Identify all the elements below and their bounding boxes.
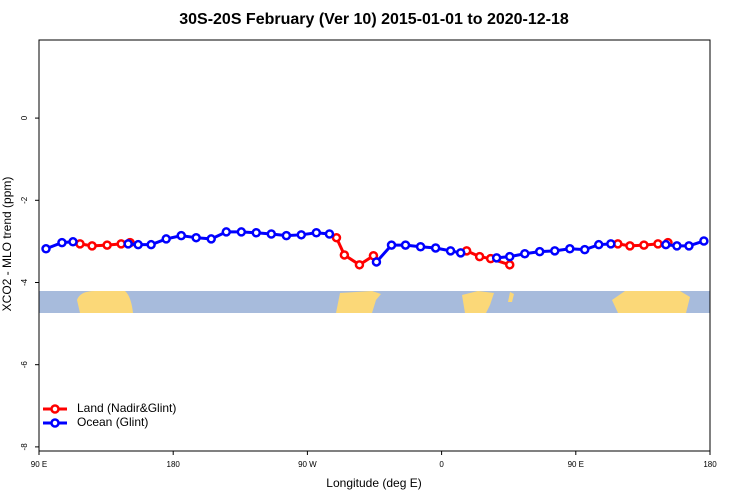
data-point [41,244,51,254]
data-point [296,230,307,240]
land-patch [336,291,381,313]
data-point [653,239,663,249]
data-point [324,229,335,239]
data-point [455,248,466,258]
y-tick-label: -8 [20,443,29,451]
data-point [236,227,247,237]
data-point [661,239,671,250]
x-axis-label: Longitude (deg E) [326,476,421,490]
data-point [221,227,232,237]
legend-marker [50,418,60,428]
land-patch [77,291,133,313]
y-tick-label: -4 [20,278,29,286]
data-point [176,230,187,241]
x-tick-label: 90 E [31,460,47,469]
data-point [400,240,411,250]
data-point [87,241,97,251]
data-point [606,239,616,249]
land-patch [612,291,690,313]
data-point [354,260,365,270]
data-point [520,248,530,259]
data-point [672,241,682,251]
data-point [68,237,78,247]
data-point [146,239,156,250]
data-point [251,228,262,238]
x-tick-label: 180 [703,460,717,469]
data-point [565,244,575,254]
x-tick-label: 90 E [568,460,584,469]
data-point [625,241,635,251]
data-point [430,243,441,253]
y-axis-label: XCO2 - MLO trend (ppm) [0,177,14,312]
data-point [281,230,292,241]
x-tick-label: 90 W [298,460,317,469]
land-patch [508,292,514,302]
data-point [206,234,216,244]
data-point [550,246,560,256]
data-point [266,229,277,239]
y-tick-label: 0 [20,115,29,120]
data-point [491,253,502,263]
data-point [57,237,67,248]
legend-label: Ocean (Glint) [77,415,148,429]
data-point [191,232,201,243]
data-point [699,236,709,246]
series-line [466,249,511,267]
data-point [161,234,171,244]
data-point [639,240,649,250]
data-point [331,232,342,243]
y-tick-label: -6 [20,361,29,369]
data-point [474,251,485,262]
data-point [445,246,456,256]
chart-title: 30S-20S February (Ver 10) 2015-01-01 to … [179,11,569,28]
x-tick-label: 0 [439,460,444,469]
data-point [123,239,133,249]
data-point [102,240,112,250]
surface-band [39,291,710,313]
data-point [311,228,322,238]
y-tick-label: -2 [20,196,29,204]
data-point [415,241,426,252]
data-point [339,250,350,260]
data-point [386,240,397,250]
plot-frame [38,39,711,452]
data-point [504,260,515,270]
series-line [665,239,705,248]
data-point [534,246,545,257]
legend-label: Land (Nadir&Glint) [77,401,176,415]
land-patch [462,291,494,313]
data-point [371,257,382,267]
data-point [133,239,143,250]
x-tick-label: 180 [167,460,181,469]
data-point [594,239,604,250]
data-point [684,241,694,251]
legend-marker [50,404,60,414]
data-point [579,244,590,255]
data-point [504,251,515,262]
series-line [335,237,375,267]
